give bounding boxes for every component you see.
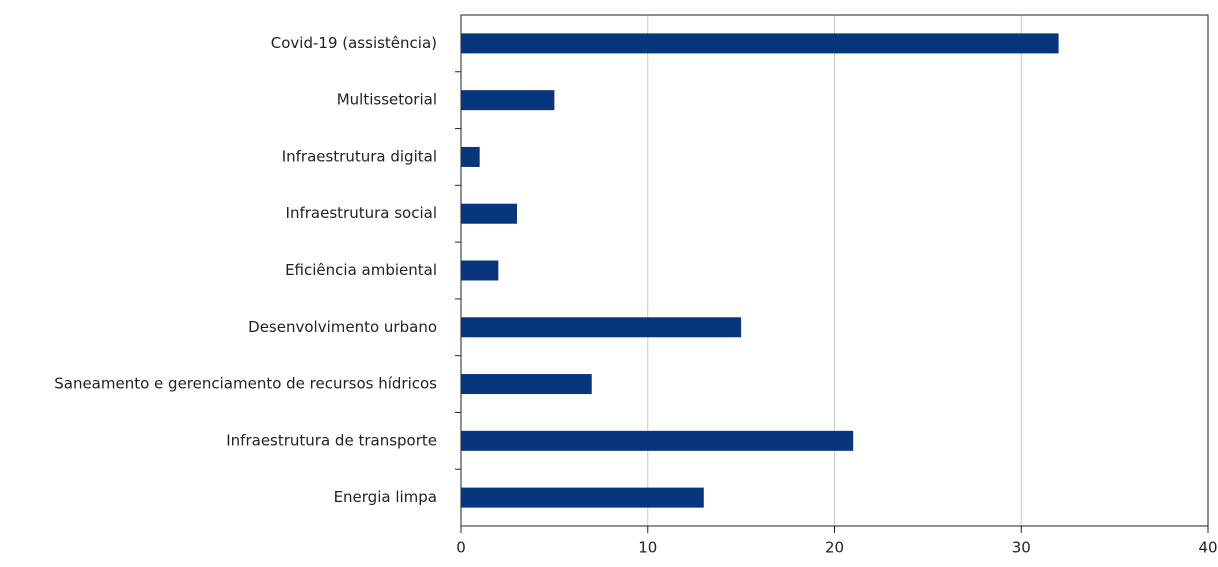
bar [461, 90, 555, 111]
x-tick-label: 0 [456, 539, 466, 557]
y-tick-label: Covid-19 (assistência) [271, 34, 437, 52]
y-tick-label: Infraestrutura digital [282, 147, 437, 165]
bar [461, 487, 704, 508]
y-tick-label: Infraestrutura social [286, 204, 437, 222]
y-tick-label: Saneamento e gerenciamento de recursos h… [54, 375, 437, 393]
y-tick-label: Eficiência ambiental [285, 261, 437, 279]
x-tick-label: 20 [825, 539, 844, 557]
bar [461, 430, 854, 451]
bar [461, 317, 742, 338]
bar [461, 260, 499, 281]
bar [461, 146, 480, 167]
y-tick-label: Desenvolvimento urbano [248, 318, 437, 336]
bar [461, 203, 518, 224]
y-tick-label: Infraestrutura de transporte [226, 431, 437, 449]
bar [461, 374, 592, 395]
x-tick-label: 10 [638, 539, 657, 557]
x-tick-label: 40 [1198, 539, 1217, 557]
x-tick-label: 30 [1012, 539, 1031, 557]
bar [461, 33, 1059, 54]
y-tick-label: Multissetorial [337, 91, 437, 109]
y-tick-label: Energia limpa [334, 488, 437, 506]
